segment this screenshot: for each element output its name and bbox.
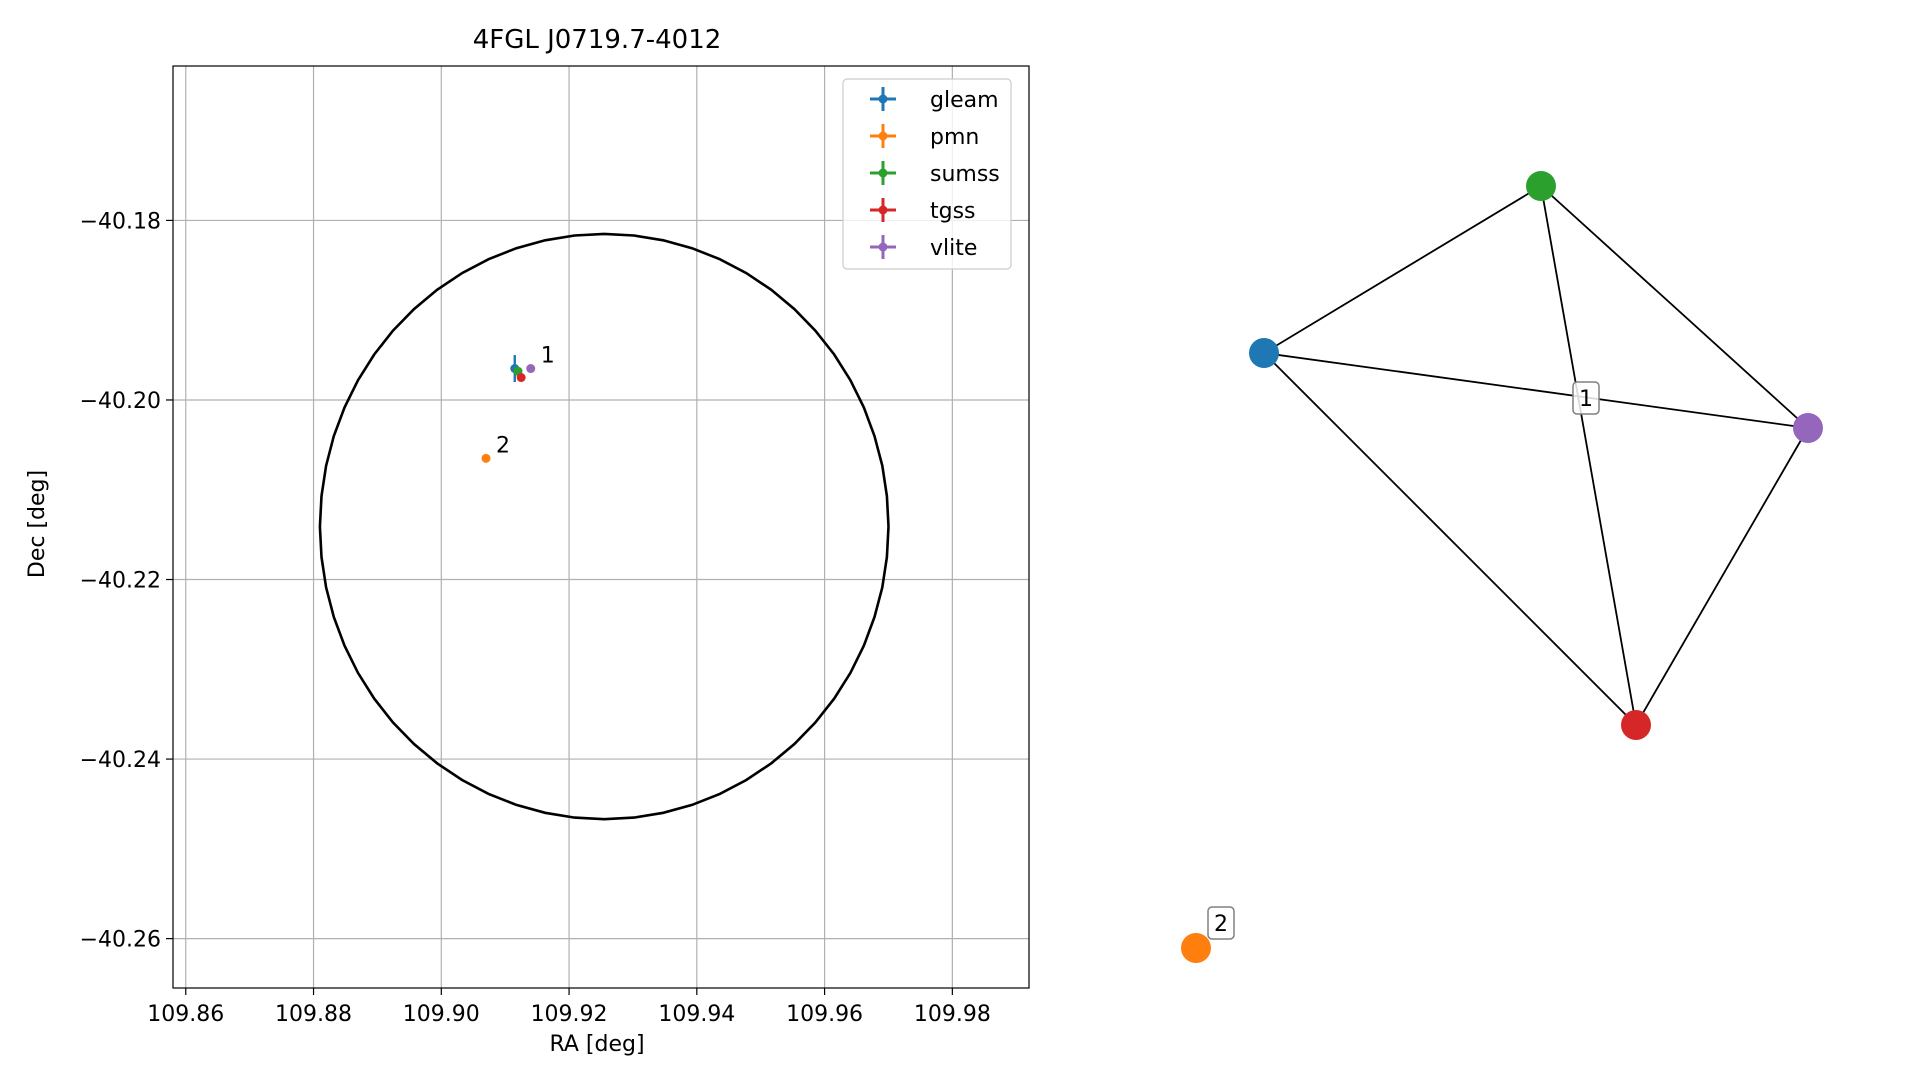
legend-label-gleam: gleam — [930, 88, 999, 113]
node-vlite — [1793, 413, 1823, 443]
legend-marker-tgss — [878, 205, 888, 215]
y-tick-label: −40.24 — [80, 748, 161, 773]
network-label-text: 1 — [1579, 387, 1593, 412]
legend-box — [842, 78, 1012, 270]
y-axis-label: Dec [deg] — [25, 470, 50, 578]
circle-layer — [318, 232, 890, 821]
cluster-annotation: 2 — [496, 433, 510, 458]
legend-marker-gleam — [878, 94, 888, 104]
network-label-box — [1572, 381, 1600, 415]
y-tick-label: −40.22 — [80, 569, 161, 594]
legend-items: gleam pmn sumss tgss vlite — [870, 87, 1000, 261]
edge-sumss-tgss — [1540, 185, 1637, 726]
cluster-annotation: 1 — [541, 344, 555, 369]
legend-label-pmn: pmn — [930, 125, 979, 150]
network-label-text: 2 — [1214, 912, 1228, 937]
network-panel: 12 — [1181, 171, 1823, 963]
node-gleam — [1249, 338, 1279, 368]
x-tick-label: 109.96 — [786, 1002, 863, 1027]
scatter-panel: 12 109.86 109.88 109.90 109.92 109.94 109.96 1… — [25, 25, 1030, 1057]
x-tick-label: 109.86 — [147, 1002, 224, 1027]
marker-pmn — [481, 453, 491, 463]
annotation-layer: 12 — [496, 344, 555, 459]
legend-marker-vlite — [878, 242, 888, 252]
legend-label-tgss: tgss — [930, 199, 976, 224]
edges-layer — [1263, 185, 1809, 726]
network-labels-layer: 12 — [1207, 381, 1600, 940]
marker-vlite — [526, 364, 536, 374]
edge-sumss-vlite — [1540, 185, 1809, 429]
x-tick-label: 109.92 — [531, 1002, 608, 1027]
y-tick-label: −40.18 — [80, 209, 161, 234]
legend-marker-sumss — [878, 168, 888, 178]
data-point-pmn — [481, 453, 491, 463]
points-layer — [481, 355, 536, 463]
node-tgss — [1621, 710, 1651, 740]
x-axis-label: RA [deg] — [549, 1032, 644, 1057]
network-label-2: 2 — [1207, 906, 1235, 940]
legend: gleam pmn sumss tgss vlite — [842, 78, 1012, 270]
y-tick-label: −40.26 — [80, 928, 161, 953]
marker-tgss — [516, 373, 526, 383]
x-tick-label: 109.90 — [403, 1002, 480, 1027]
data-point-tgss — [516, 373, 526, 383]
network-label-1: 1 — [1572, 381, 1600, 415]
edge-gleam-sumss — [1263, 185, 1542, 354]
localization-circle — [318, 232, 890, 821]
edge-gleam-vlite — [1263, 352, 1809, 429]
legend-marker-pmn — [878, 131, 888, 141]
x-tick-label: 109.98 — [914, 1002, 991, 1027]
y-tick-label: −40.20 — [80, 389, 161, 414]
node-pmn — [1181, 933, 1211, 963]
nodes-layer — [1181, 171, 1823, 963]
y-ticks: −40.18 −40.20 −40.22 −40.24 −40.26 — [80, 209, 173, 953]
x-ticks: 109.86 109.88 109.90 109.92 109.94 109.96 109.… — [147, 988, 991, 1027]
edge-gleam-tgss — [1263, 352, 1637, 726]
grid-layer — [173, 66, 1029, 988]
x-tick-label: 109.94 — [658, 1002, 735, 1027]
legend-label-sumss: sumss — [930, 162, 1000, 187]
x-tick-label: 109.88 — [275, 1002, 352, 1027]
edge-vlite-tgss — [1635, 427, 1809, 726]
node-sumss — [1526, 171, 1556, 201]
chart-title: 4FGL J0719.7-4012 — [473, 25, 722, 55]
legend-label-vlite: vlite — [930, 236, 977, 261]
axes-frame — [172, 65, 1030, 989]
network-label-box — [1207, 906, 1235, 940]
data-point-vlite — [526, 364, 536, 374]
